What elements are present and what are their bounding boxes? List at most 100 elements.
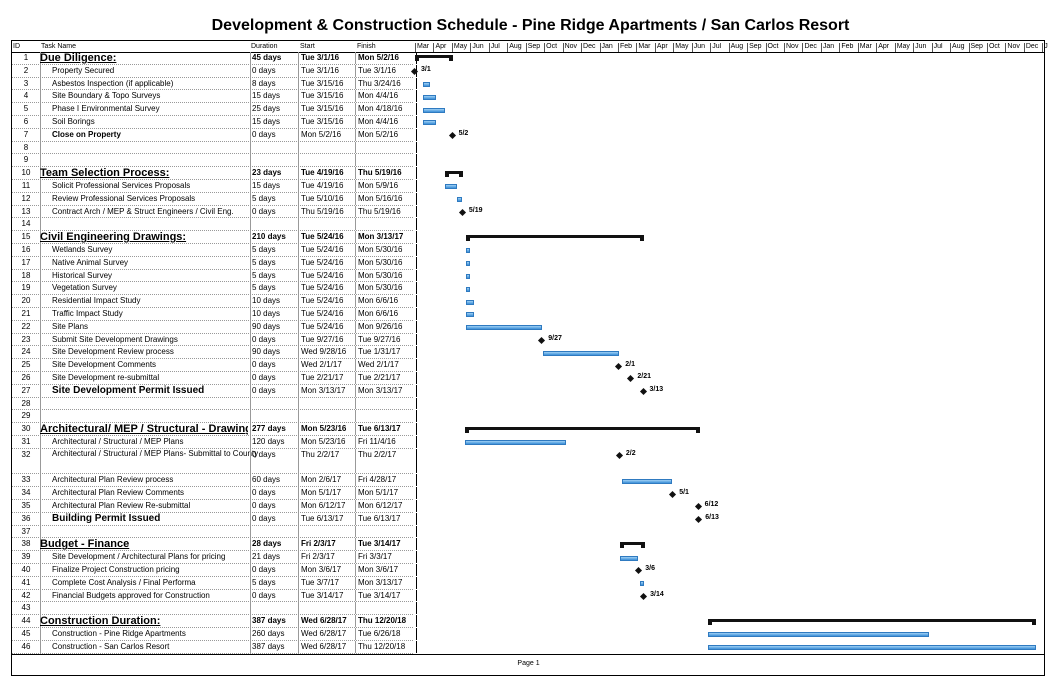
table-row[interactable]: 25 Site Development Comments 0 days Wed 2/1… [12,359,417,372]
table-row[interactable]: 42 Financial Budgets approved for Constru… [12,589,417,603]
task-id: 25 [12,359,41,371]
table-row[interactable]: 27 Site Development Permit Issued 0 days Mo… [12,384,417,398]
table-row[interactable]: 38 Budget - Finance 28 days Fri 2/3/17 Tue 3… [12,538,417,552]
table-row[interactable]: 24 Site Development Review process 90 days… [12,346,417,360]
table-row[interactable]: 32 Architectural / Structural / MEP Plans… [12,448,417,475]
task-bar[interactable] [708,645,1037,651]
table-row[interactable]: 9 [12,154,417,168]
month-label: Jan [599,43,618,52]
table-row[interactable]: 18 Historical Survey 5 days Tue 5/24/16 Mon … [12,269,417,283]
table-row[interactable]: 20 Residential Impact Study 10 days Tue 5/2… [12,295,417,308]
task-bar[interactable] [423,94,437,100]
task-duration: 0 days [250,384,300,397]
table-row[interactable]: 46 Construction - San Carlos Resort 387 da… [12,640,417,654]
task-bar[interactable] [465,440,566,446]
task-bar[interactable] [465,274,471,279]
table-row[interactable]: 4 Site Boundary & Topo Surveys 15 days Tue … [12,90,417,104]
table-row[interactable]: 6 Soil Borings 15 days Tue 3/15/16 Mon 4/4/1… [12,116,417,129]
summary-bar[interactable] [415,55,454,62]
task-name: Vegetation Survey [52,283,117,293]
table-row[interactable]: 30 Architectural/ MEP / Structural - Draw… [12,423,417,436]
table-row[interactable]: 16 Wetlands Survey 5 days Tue 5/24/16 Mon 5/… [12,244,417,257]
table-row[interactable]: 1 Due Diligence: 45 days Tue 3/1/16 Mon 5/2/… [12,52,417,65]
table-row[interactable]: 14 [12,218,417,232]
task-duration: 0 days [250,333,300,346]
table-row[interactable]: 26 Site Development re-submittal 0 days Tue… [12,372,417,385]
milestone-diamond[interactable] [627,375,635,383]
task-bar[interactable] [620,555,639,561]
gantt-chart: 3/1 5/2 5/19 9/27 2/1 2/21 3/13 2/2 5/1 6/12 6/13 3… [410,52,1045,654]
table-row[interactable]: 45 Construction - Pine Ridge Apartments 26… [12,628,417,641]
table-row[interactable]: 28 [12,397,417,411]
summary-bar[interactable] [620,541,645,548]
month-label: Feb [839,43,857,52]
milestone-diamond[interactable] [458,208,466,217]
table-row[interactable]: 17 Native Animal Survey 5 days Tue 5/24/16 M… [12,256,417,270]
table-row[interactable]: 22 Site Plans 90 days Tue 5/24/16 Mon 9/26/1… [12,320,417,334]
task-bar[interactable] [708,632,930,638]
table-row[interactable]: 37 [12,525,417,539]
milestone-diamond[interactable] [694,503,702,511]
table-row[interactable]: 15 Civil Engineering Drawings: 210 days Tue… [12,231,417,244]
table-row[interactable]: 5 Phase I Environmental Survey 25 days Tue … [12,103,417,116]
task-bar[interactable] [457,197,462,203]
task-finish: Tue 2/21/17 [355,372,417,384]
table-row[interactable]: 23 Submit Site Development Drawings 0 days… [12,333,417,347]
task-bar[interactable] [465,286,471,292]
summary-bar[interactable] [444,170,464,177]
table-row[interactable]: 44 Construction Duration: 387 days Wed 6/28… [12,615,417,628]
task-bar[interactable] [423,120,437,126]
milestone-diamond[interactable] [639,388,647,396]
table-row[interactable]: 39 Site Development / Architectural Plans… [12,551,417,564]
table-row[interactable]: 19 Vegetation Survey 5 days Tue 5/24/16 Mon … [12,282,417,296]
task-bar[interactable] [465,261,471,267]
milestone-diamond[interactable] [669,490,677,498]
table-row[interactable]: 43 [12,602,417,616]
milestone-diamond[interactable] [538,336,546,345]
milestone-diamond[interactable] [448,132,456,140]
table-row[interactable]: 3 Asbestos Inspection (if applicable) 8 da… [12,77,417,91]
milestone-diamond[interactable] [410,68,419,76]
milestone-diamond[interactable] [615,452,623,460]
table-row[interactable]: 41 Complete Cost Analysis / Final Perform… [12,576,417,590]
table-row[interactable]: 12 Review Professional Services Proposals… [12,192,417,206]
table-row[interactable]: 13 Contract Arch / MEP & Struct Engineers… [12,205,417,219]
task-bar[interactable] [465,299,475,305]
summary-bar[interactable] [708,618,1037,625]
table-row[interactable]: 10 Team Selection Process: 23 days Tue 4/19… [12,167,417,180]
task-id: 4 [12,90,41,103]
task-bar[interactable] [465,312,475,318]
table-row[interactable]: 8 [12,141,417,155]
table-row[interactable]: 40 Finalize Project Construction pricing 0… [12,564,417,577]
table-row[interactable]: 35 Architectural Plan Review Re-submittal… [12,500,417,513]
task-start [298,602,358,615]
task-bar[interactable] [542,350,620,356]
table-row[interactable]: 29 [12,410,417,424]
task-duration: 45 days [250,52,300,64]
summary-bar[interactable] [465,234,645,241]
table-row[interactable]: 33 Architectural Plan Review process 60 da… [12,474,417,488]
milestone-diamond[interactable] [640,592,648,601]
task-bar[interactable] [465,248,471,254]
table-row[interactable]: 21 Traffic Impact Study 10 days Tue 5/24/16… [12,308,417,321]
task-bar[interactable] [622,478,672,484]
milestone-diamond[interactable] [695,516,703,524]
summary-bar[interactable] [465,426,700,433]
milestone-diamond[interactable] [635,567,643,575]
table-row[interactable]: 34 Architectural Plan Review Comments 0 da… [12,487,417,500]
milestone-diamond[interactable] [615,362,623,370]
table-row[interactable]: 11 Solicit Professional Services Proposal… [12,180,417,193]
task-bar[interactable] [423,107,445,113]
table-row[interactable]: 31 Architectural / Structural / MEP Plans… [12,436,417,449]
table-row[interactable]: 36 Building Permit Issued 0 days Tue 6/13/1… [12,512,417,526]
task-bar[interactable] [465,325,543,331]
task-start [298,525,358,538]
task-duration: 0 days [250,64,300,77]
task-start: Tue 5/24/16 [298,269,358,282]
task-bar[interactable] [444,184,458,190]
table-row[interactable]: 2 Property Secured 0 days Tue 3/1/16 Tue 3/1… [12,64,417,78]
table-row[interactable]: 7 Close on Property 0 days Mon 5/2/16 Mon 5/… [12,128,417,142]
task-bar[interactable] [639,581,645,587]
task-finish: Thu 5/19/16 [355,167,417,179]
task-bar[interactable] [423,82,430,87]
